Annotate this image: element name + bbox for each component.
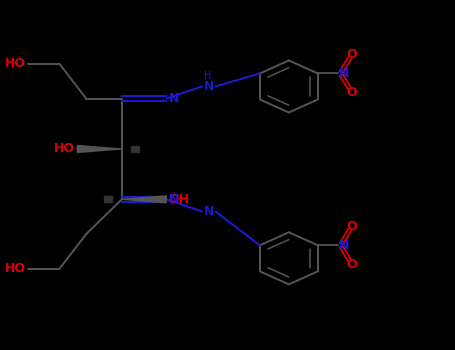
Text: H: H xyxy=(204,71,212,81)
Text: N: N xyxy=(169,193,179,206)
Text: N: N xyxy=(339,67,349,80)
Bar xyxy=(131,146,139,152)
Text: N: N xyxy=(169,92,179,105)
Text: HO: HO xyxy=(5,57,26,70)
Text: N: N xyxy=(204,80,215,93)
Text: N: N xyxy=(339,239,349,252)
Polygon shape xyxy=(77,146,122,153)
Polygon shape xyxy=(122,196,167,203)
Bar xyxy=(105,196,112,202)
Text: OH: OH xyxy=(169,193,190,206)
Text: O: O xyxy=(347,48,357,61)
Text: O: O xyxy=(347,86,357,99)
Text: HO: HO xyxy=(5,262,26,275)
Text: HO: HO xyxy=(54,142,75,155)
Text: O: O xyxy=(347,258,357,271)
Text: N: N xyxy=(204,205,215,218)
Text: O: O xyxy=(347,220,357,233)
